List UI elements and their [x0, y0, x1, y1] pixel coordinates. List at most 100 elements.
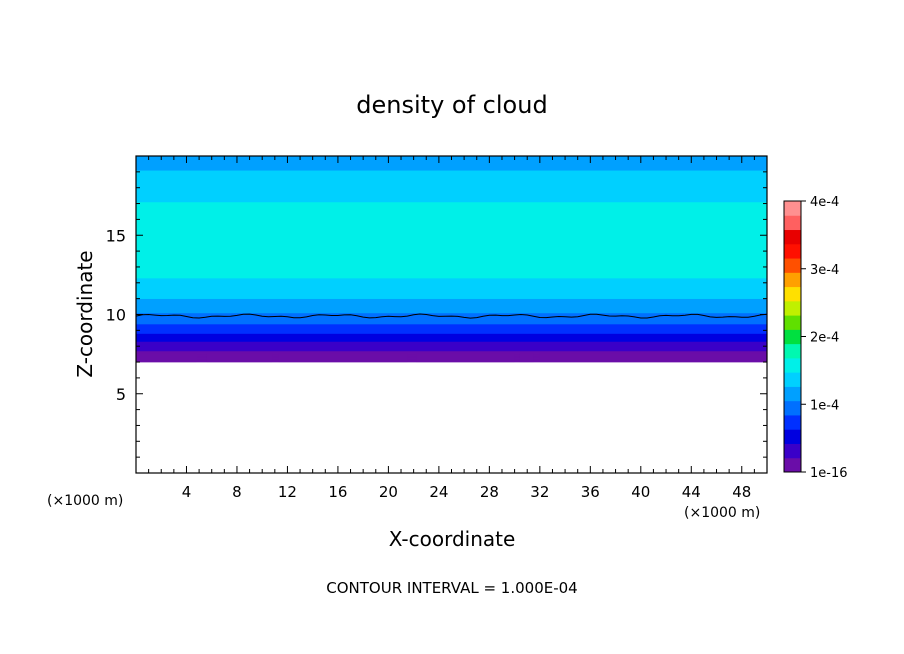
colorbar-segment [784, 272, 801, 288]
density-band [136, 347, 767, 350]
y-tick-label: 5 [116, 385, 126, 404]
density-band [136, 318, 767, 322]
x-axis-ticks: 4 8 12 16 20 24 28 32 36 40 44 48 [148, 156, 755, 501]
density-band [136, 315, 767, 318]
density-band [136, 326, 767, 330]
cloud-base-segment [416, 353, 515, 363]
chart-title: density of cloud [356, 91, 547, 119]
colorbar-segment [784, 258, 801, 273]
x-tick-label: 16 [328, 483, 347, 501]
density-band [136, 271, 767, 274]
x-tick-label: 12 [278, 483, 297, 501]
density-band [136, 223, 767, 227]
x-axis-label: X-coordinate [389, 527, 516, 551]
density-band [136, 181, 767, 184]
density-band [136, 287, 767, 290]
density-band [136, 257, 767, 260]
density-band [136, 344, 767, 347]
density-band [136, 179, 767, 182]
density-band [136, 290, 767, 293]
density-band [136, 261, 767, 265]
density-band [136, 304, 767, 307]
density-band [136, 190, 767, 193]
density-band [136, 269, 767, 273]
colorbar-segment [784, 457, 801, 473]
x-unit-left: (×1000 m) [47, 493, 123, 509]
density-band [136, 160, 767, 163]
density-band [136, 298, 767, 301]
density-band [136, 350, 767, 353]
density-band [136, 219, 767, 222]
density-band [136, 253, 767, 257]
x-tick-label: 4 [182, 483, 192, 501]
density-band [136, 206, 767, 209]
density-band [136, 276, 767, 279]
density-band [136, 239, 767, 242]
density-band [136, 244, 767, 247]
colorbar [784, 201, 801, 473]
density-band [136, 314, 767, 317]
density-band [136, 163, 767, 166]
density-band [136, 272, 767, 276]
density-band [136, 323, 767, 326]
x-tick-label: 48 [732, 483, 751, 501]
density-band [136, 349, 767, 352]
colorbar-segment [784, 400, 801, 416]
density-band [136, 322, 767, 325]
contour-line [136, 313, 767, 319]
density-band [136, 303, 767, 306]
cloud-base-segment [206, 353, 273, 363]
density-band [136, 274, 767, 277]
density-band [136, 187, 767, 190]
density-band [136, 306, 767, 309]
density-band [136, 201, 767, 204]
density-band [136, 339, 767, 342]
density-band [136, 222, 767, 225]
density-band [136, 192, 767, 195]
density-band [136, 230, 767, 233]
density-band [136, 268, 767, 271]
density-band [136, 233, 767, 236]
cloud-base-segment [278, 353, 408, 363]
density-band [136, 317, 767, 320]
density-band [136, 203, 767, 206]
density-band [136, 228, 767, 231]
density-band [136, 252, 767, 255]
colorbar-tick-label: 1e-16 [810, 466, 848, 481]
colorbar-tick-label: 4e-4 [810, 195, 839, 210]
density-band [136, 330, 767, 333]
density-band [136, 292, 767, 295]
colorbar-tick-label: 3e-4 [810, 263, 839, 278]
density-band [136, 193, 767, 196]
density-band [136, 345, 767, 349]
x-tick-label: 20 [379, 483, 398, 501]
y-tick-label: 10 [106, 306, 126, 325]
density-band [136, 265, 767, 268]
density-band [136, 250, 767, 253]
colorbar-tick-label: 1e-4 [810, 398, 839, 413]
density-band [136, 288, 767, 292]
density-band [136, 214, 767, 217]
colorbar-segment [784, 300, 801, 316]
density-field [136, 156, 767, 363]
density-band [136, 174, 767, 177]
density-band [136, 263, 767, 266]
density-band [136, 195, 767, 198]
x-unit-right: (×1000 m) [684, 505, 760, 521]
density-band [136, 280, 767, 284]
colorbar-segment [784, 329, 801, 345]
colorbar-ticks: 1e-16 1e-4 2e-4 3e-4 4e-4 [801, 195, 848, 481]
colorbar-segment [784, 386, 801, 402]
density-band [136, 247, 767, 250]
colorbar-segment [784, 343, 801, 359]
density-band [136, 166, 767, 169]
x-tick-label: 28 [480, 483, 499, 501]
density-band [136, 196, 767, 200]
density-band [136, 334, 767, 337]
density-band [136, 258, 767, 261]
density-band [136, 176, 767, 179]
density-band [136, 204, 767, 208]
density-band [136, 260, 767, 263]
density-band [136, 200, 767, 203]
density-band [136, 312, 767, 315]
